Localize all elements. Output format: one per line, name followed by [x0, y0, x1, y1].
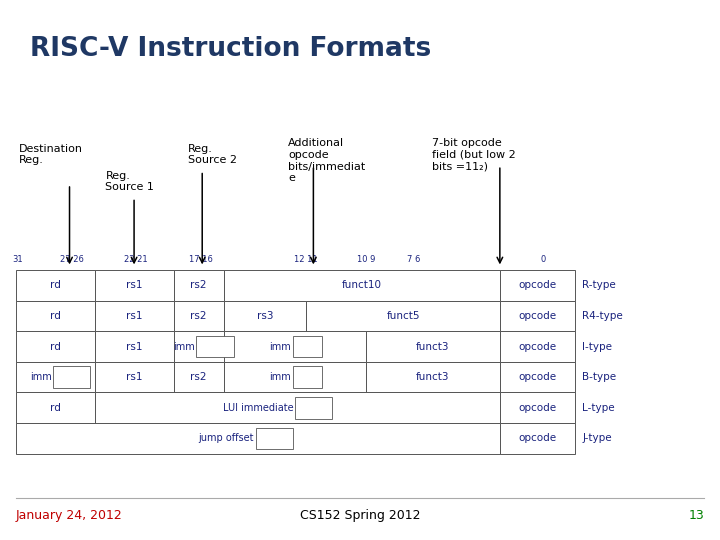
Text: 10 9: 10 9	[356, 254, 375, 264]
Bar	[16, 331, 94, 362]
Bar	[366, 331, 500, 362]
Text: 19:0: 19:0	[305, 403, 323, 413]
Text: 11:7: 11:7	[206, 342, 225, 351]
Text: L-type: L-type	[582, 403, 615, 413]
Text: 31: 31	[12, 254, 23, 264]
Text: funct5: funct5	[387, 311, 420, 321]
Text: funct10: funct10	[342, 280, 382, 291]
Text: 0: 0	[540, 254, 546, 264]
Bar	[366, 362, 500, 393]
Bar	[500, 393, 575, 423]
Bar	[16, 423, 500, 454]
Text: rd: rd	[50, 311, 60, 321]
Bar	[295, 397, 333, 418]
Text: 24:0: 24:0	[265, 434, 284, 443]
Text: 27 26: 27 26	[60, 254, 84, 264]
Text: opcode: opcode	[518, 403, 557, 413]
Text: rs2: rs2	[190, 311, 207, 321]
Bar	[174, 362, 224, 393]
Text: imm: imm	[269, 372, 291, 382]
Bar	[256, 428, 293, 449]
Text: RISC-V Instruction Formats: RISC-V Instruction Formats	[30, 36, 431, 62]
Text: January 24, 2012: January 24, 2012	[16, 509, 122, 522]
Text: Reg.
Source 2: Reg. Source 2	[188, 144, 237, 165]
Text: LUI immediate: LUI immediate	[223, 403, 294, 413]
Bar	[500, 270, 575, 301]
Bar	[174, 331, 224, 362]
Bar	[16, 393, 94, 423]
Bar	[500, 423, 575, 454]
Text: rs1: rs1	[126, 280, 143, 291]
Text: I-type: I-type	[582, 342, 612, 352]
Bar	[292, 336, 322, 357]
Bar	[224, 270, 500, 301]
Text: R-type: R-type	[582, 280, 616, 291]
Text: opcode: opcode	[518, 311, 557, 321]
Text: opcode: opcode	[518, 434, 557, 443]
Text: rs1: rs1	[126, 372, 143, 382]
Bar	[224, 331, 366, 362]
Bar	[224, 301, 306, 331]
Bar	[500, 362, 575, 393]
Bar	[224, 362, 366, 393]
Bar	[292, 367, 322, 388]
Text: funct3: funct3	[416, 342, 449, 352]
Text: 17 16: 17 16	[189, 254, 212, 264]
Text: rs1: rs1	[126, 342, 143, 352]
Text: 6:0: 6:0	[300, 342, 314, 351]
Text: J-type: J-type	[582, 434, 612, 443]
Bar	[94, 270, 174, 301]
Text: Destination
Reg.: Destination Reg.	[19, 144, 84, 165]
Text: opcode: opcode	[518, 342, 557, 352]
Bar	[94, 393, 500, 423]
Text: rd: rd	[50, 280, 60, 291]
Text: 13: 13	[688, 509, 704, 522]
Text: 12 11: 12 11	[294, 254, 318, 264]
Text: rd: rd	[50, 403, 60, 413]
Bar	[16, 270, 94, 301]
Bar	[174, 270, 224, 301]
Text: rs2: rs2	[190, 280, 207, 291]
Text: Reg.
Source 1: Reg. Source 1	[105, 171, 154, 192]
Bar	[500, 331, 575, 362]
Bar	[53, 367, 90, 388]
Text: Additional
opcode
bits/immediat
e: Additional opcode bits/immediat e	[288, 138, 366, 183]
Text: 6:0: 6:0	[300, 373, 314, 382]
Bar	[500, 301, 575, 331]
Text: B-type: B-type	[582, 372, 616, 382]
Text: 11:7: 11:7	[63, 373, 81, 382]
Bar	[174, 301, 224, 331]
Text: CS152 Spring 2012: CS152 Spring 2012	[300, 509, 420, 522]
Text: 22 21: 22 21	[125, 254, 148, 264]
Bar	[306, 301, 500, 331]
Bar	[94, 301, 174, 331]
Text: opcode: opcode	[518, 372, 557, 382]
Text: rs1: rs1	[126, 311, 143, 321]
Text: imm: imm	[30, 372, 52, 382]
Bar	[197, 336, 234, 357]
Text: rs3: rs3	[257, 311, 273, 321]
Text: imm: imm	[269, 342, 291, 352]
Text: imm: imm	[174, 342, 195, 352]
Bar	[94, 362, 174, 393]
Text: rs2: rs2	[190, 372, 207, 382]
Bar	[16, 362, 94, 393]
Text: jump offset: jump offset	[199, 434, 254, 443]
Text: rd: rd	[50, 342, 60, 352]
Bar	[94, 331, 174, 362]
Text: R4-type: R4-type	[582, 311, 623, 321]
Text: 7-bit opcode
field (but low 2
bits =11₂): 7-bit opcode field (but low 2 bits =11₂)	[432, 138, 516, 172]
Text: funct3: funct3	[416, 372, 449, 382]
Bar	[16, 301, 94, 331]
Text: 7 6: 7 6	[407, 254, 420, 264]
Text: opcode: opcode	[518, 280, 557, 291]
